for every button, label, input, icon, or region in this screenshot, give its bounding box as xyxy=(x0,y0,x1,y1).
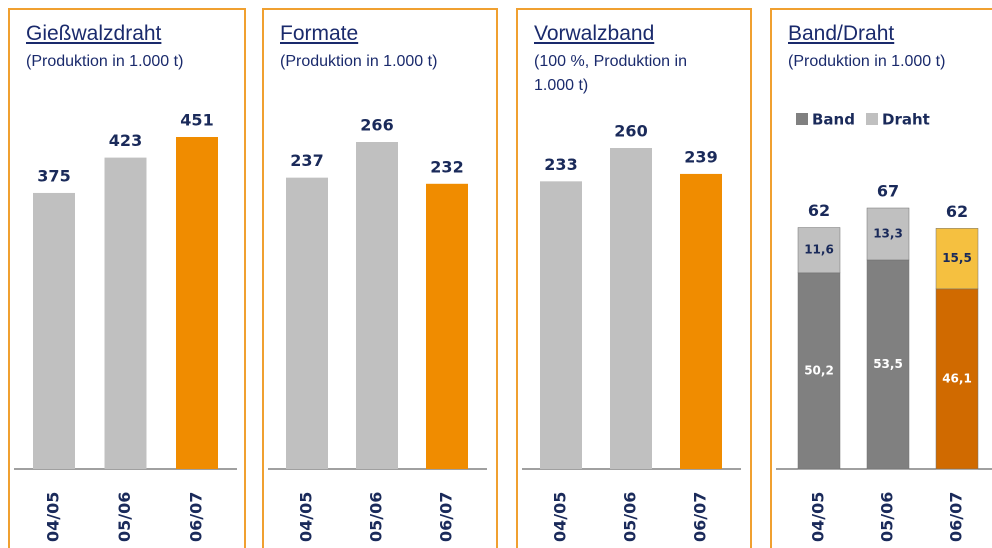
chart: 04/05 05/06 06/07 237 266 232 xyxy=(268,116,487,542)
x-tick-label: 05/06 xyxy=(115,492,134,542)
x-tick-label: 06/07 xyxy=(691,492,710,542)
x-tick-label: 04/05 xyxy=(44,492,63,542)
total-label: 67 xyxy=(877,182,899,201)
panel-title: Vorwalzband xyxy=(534,22,655,45)
x-tick-label: 06/07 xyxy=(437,492,456,542)
segment-label: 46,1 xyxy=(942,371,972,385)
value-label: 423 xyxy=(109,131,142,150)
panel-subtitle: (Produktion in 1.000 t) xyxy=(788,53,946,70)
total-label: 62 xyxy=(808,201,830,220)
panel: Gießwalzdraht (Produktion in 1.000 t) 04… xyxy=(8,8,246,548)
bar xyxy=(680,173,722,469)
chart: 04/05 05/06 06/07 50,2 11,6 62 53,5 13,3 67 46,1 1… xyxy=(776,111,992,542)
bar xyxy=(286,177,328,469)
value-label: 260 xyxy=(614,122,647,141)
x-tick-label: 04/05 xyxy=(809,492,828,542)
value-label: 239 xyxy=(684,147,717,166)
bar-segment xyxy=(935,228,979,290)
legend-label: Draht xyxy=(882,111,930,129)
panel-title: Gießwalzdraht xyxy=(26,22,162,45)
bar-segment xyxy=(866,207,910,261)
panel: Vorwalzband (100 %, Produktion in 1.000 … xyxy=(516,8,752,548)
chart: 04/05 05/06 06/07 375 423 451 xyxy=(14,111,237,542)
bar xyxy=(33,192,75,469)
chart: 04/05 05/06 06/07 233 260 239 xyxy=(522,122,741,542)
bar-segment xyxy=(935,288,979,470)
legend-label: Band xyxy=(812,111,855,129)
panel-subtitle: (Produktion in 1.000 t) xyxy=(280,53,438,70)
panel-title: Band/Draht xyxy=(788,22,895,45)
legend-swatch xyxy=(796,113,808,125)
x-tick-label: 06/07 xyxy=(947,492,966,542)
panel: Band/Draht (Produktion in 1.000 t) 04/05… xyxy=(770,8,992,548)
panel-title: Formate xyxy=(280,22,359,45)
bar xyxy=(104,157,147,469)
x-tick-label: 04/05 xyxy=(551,492,570,542)
x-tick-label: 05/06 xyxy=(878,492,897,542)
bar-segment xyxy=(797,227,841,274)
x-tick-label: 05/06 xyxy=(367,492,386,542)
x-tick-label: 05/06 xyxy=(621,492,640,542)
panel: Formate (Produktion in 1.000 t) 04/05 05/… xyxy=(262,8,498,548)
legend-swatch xyxy=(866,113,878,125)
segment-label: 50,2 xyxy=(804,363,834,377)
segment-label: 53,5 xyxy=(873,357,903,371)
value-label: 233 xyxy=(544,155,577,174)
segment-label: 15,5 xyxy=(942,251,972,265)
bar xyxy=(356,142,398,469)
value-label: 266 xyxy=(360,116,393,135)
value-label: 375 xyxy=(37,166,70,185)
value-label: 232 xyxy=(430,157,463,176)
bar xyxy=(610,148,652,469)
bar xyxy=(540,181,582,470)
total-label: 62 xyxy=(946,202,968,221)
value-label: 451 xyxy=(180,111,213,130)
segment-label: 11,6 xyxy=(804,243,834,257)
panel-subtitle: (100 %, Produktion in 1.000 t) xyxy=(534,53,687,94)
segment-label: 13,3 xyxy=(873,226,903,240)
bar xyxy=(426,183,468,469)
panel-subtitle: (Produktion in 1.000 t) xyxy=(26,53,184,70)
x-tick-label: 06/07 xyxy=(187,492,206,542)
bar xyxy=(176,137,218,469)
value-label: 237 xyxy=(290,151,323,170)
bar-segment xyxy=(866,259,910,470)
x-tick-label: 04/05 xyxy=(297,492,316,542)
